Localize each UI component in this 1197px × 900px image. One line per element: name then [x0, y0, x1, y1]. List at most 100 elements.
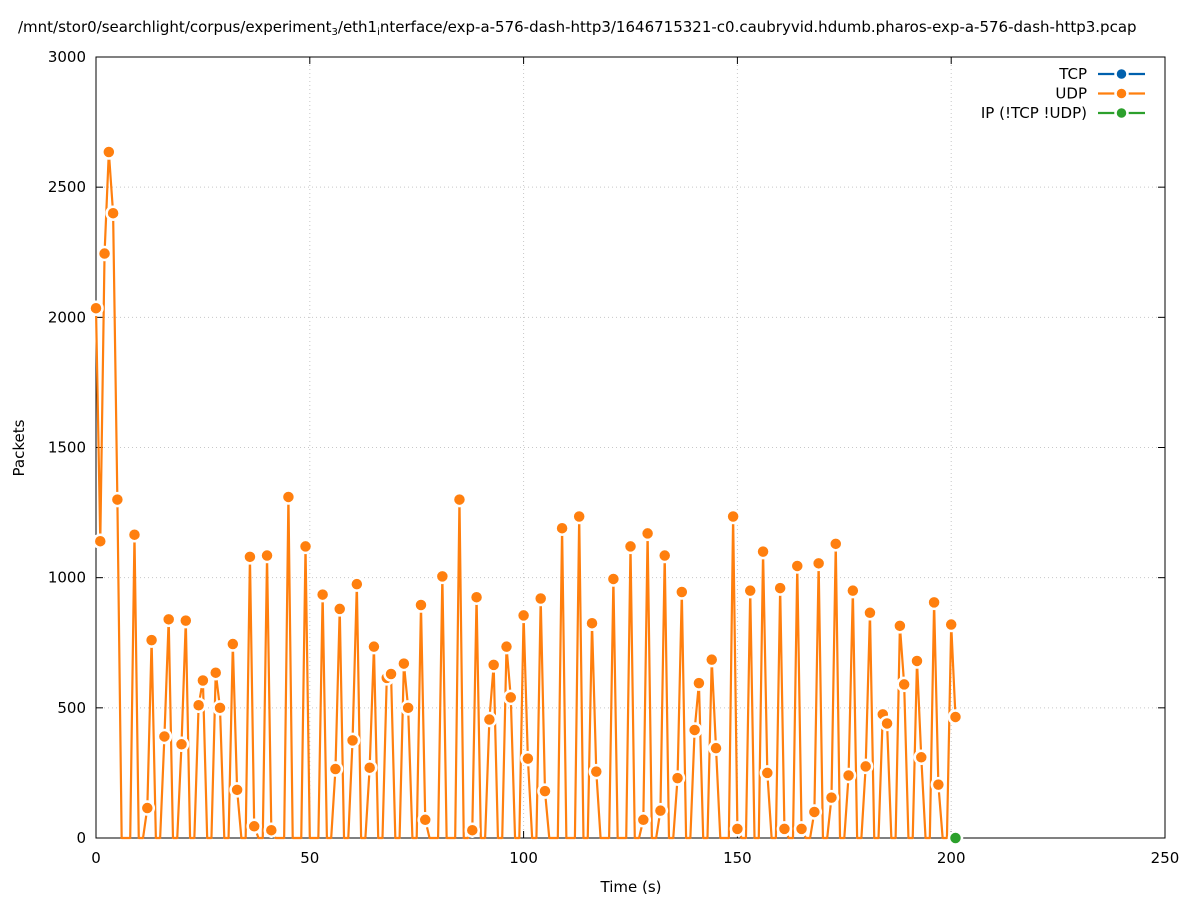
data-point	[88, 300, 104, 316]
data-point	[344, 732, 361, 749]
data-point	[537, 783, 553, 799]
data-point	[417, 812, 434, 828]
data-point	[892, 618, 908, 634]
data-point	[656, 547, 673, 564]
series-ip-tcp-udp	[947, 830, 964, 846]
data-point	[464, 822, 481, 838]
y-tick-label: 2500	[48, 178, 86, 196]
chart-title: /mnt/stor0/searchlight/corpus/experiment…	[18, 18, 1137, 38]
data-point	[729, 821, 746, 837]
x-tick-label: 250	[1151, 849, 1180, 867]
data-point	[674, 584, 690, 600]
data-point	[532, 590, 549, 607]
data-point	[246, 818, 262, 835]
data-point	[498, 638, 515, 655]
y-axis-label: Packets	[10, 419, 28, 476]
legend-label: UDP	[1055, 85, 1087, 103]
data-point	[207, 664, 224, 681]
data-point	[229, 782, 245, 798]
data-point	[840, 767, 857, 784]
data-point	[622, 538, 639, 555]
legend-item: IP (!TCP !UDP)	[981, 104, 1145, 122]
data-point	[126, 526, 143, 543]
data-point	[451, 491, 468, 508]
data-point	[896, 676, 912, 693]
data-point	[742, 582, 758, 599]
y-tick-label: 0	[76, 829, 86, 847]
data-point	[827, 536, 844, 552]
data-point	[635, 812, 652, 828]
data-point	[331, 601, 348, 617]
y-tick-label: 3000	[48, 48, 86, 66]
data-point	[639, 525, 656, 542]
data-point	[588, 763, 605, 780]
data-point	[776, 821, 793, 837]
y-tick-label: 2000	[48, 308, 86, 326]
data-point	[485, 657, 502, 673]
x-axis-label: Time (s)	[600, 878, 662, 896]
data-point	[400, 700, 416, 716]
data-point	[468, 589, 485, 605]
data-point	[396, 655, 412, 672]
x-tick-label: 200	[937, 849, 966, 867]
data-point	[857, 758, 874, 775]
data-point	[280, 489, 297, 505]
data-point	[413, 597, 429, 613]
data-point	[772, 580, 788, 596]
x-tick-label: 100	[509, 849, 538, 867]
data-point	[109, 491, 126, 508]
data-point	[195, 672, 211, 689]
data-point	[759, 765, 776, 781]
series-line	[94, 150, 957, 840]
data-point	[810, 555, 827, 572]
data-point	[361, 759, 378, 776]
data-point	[160, 611, 177, 628]
data-point	[259, 547, 275, 564]
x-tick-label: 0	[91, 849, 101, 867]
data-point	[212, 700, 228, 716]
data-point	[652, 802, 669, 819]
grid-lines	[96, 57, 1165, 838]
data-point	[327, 761, 344, 777]
data-point	[862, 605, 878, 621]
legend-marker	[1114, 105, 1129, 121]
data-point	[789, 558, 806, 574]
legend-marker	[1114, 86, 1129, 101]
data-point	[947, 830, 964, 846]
data-point	[806, 804, 823, 820]
data-point	[554, 520, 570, 536]
data-point	[691, 675, 707, 691]
data-point	[173, 736, 190, 753]
data-point	[366, 638, 382, 655]
legend-label: TCP	[1058, 65, 1087, 83]
data-point	[584, 615, 600, 631]
data-point	[943, 616, 959, 633]
data-point	[930, 776, 947, 793]
data-point	[178, 612, 194, 629]
data-point	[143, 632, 160, 648]
y-tick-label: 500	[57, 699, 86, 717]
data-point	[703, 651, 720, 668]
data-point	[190, 697, 207, 713]
data-point	[225, 636, 241, 652]
data-point	[845, 582, 861, 599]
x-tick-label: 150	[723, 849, 752, 867]
data-point	[879, 715, 895, 732]
data-point	[156, 728, 173, 745]
series-udp	[88, 144, 964, 840]
y-tick-label: 1500	[48, 439, 86, 457]
legend-item: UDP	[1055, 85, 1145, 103]
data-point	[571, 508, 587, 525]
data-point	[605, 571, 622, 587]
data-point	[242, 549, 258, 565]
data-point	[926, 594, 942, 611]
data-point	[314, 586, 331, 603]
y-tick-label: 1000	[48, 569, 86, 587]
x-tick-label: 50	[300, 849, 319, 867]
legend-label: IP (!TCP !UDP)	[981, 104, 1087, 122]
data-point	[686, 722, 703, 738]
data-point	[708, 740, 724, 756]
